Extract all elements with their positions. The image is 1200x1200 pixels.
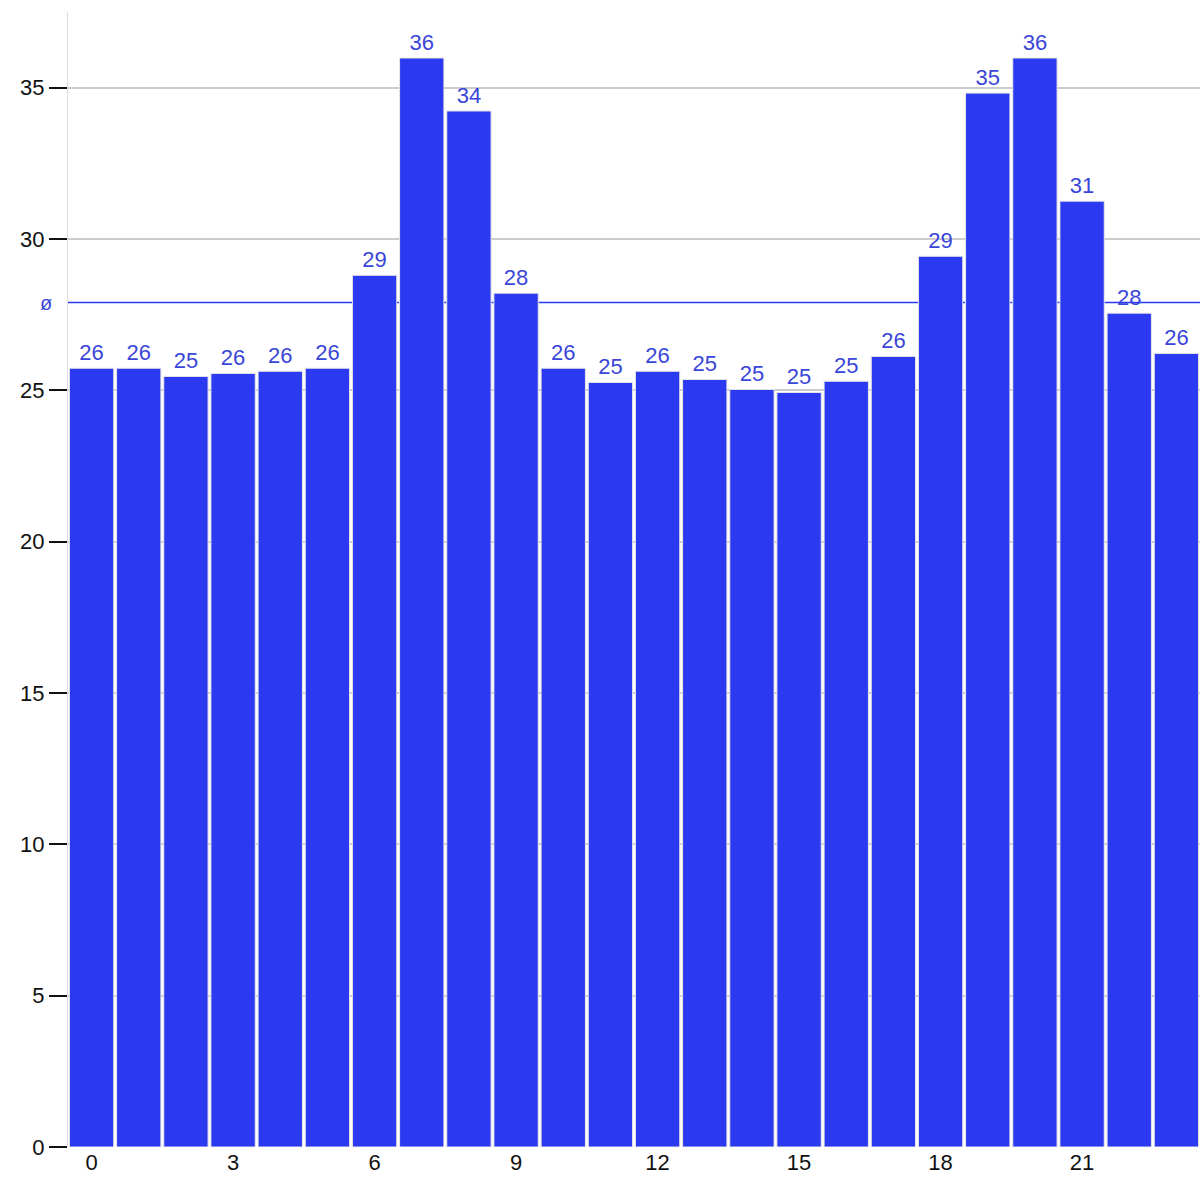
svg-text:35: 35 [976, 65, 1000, 90]
svg-text:26: 26 [79, 340, 103, 365]
svg-text:29: 29 [362, 247, 386, 272]
svg-text:15: 15 [20, 681, 44, 706]
svg-text:28: 28 [1117, 285, 1141, 310]
svg-text:15: 15 [787, 1150, 811, 1175]
svg-text:10: 10 [20, 832, 44, 857]
svg-text:25: 25 [740, 361, 764, 386]
svg-text:36: 36 [1023, 30, 1047, 55]
svg-text:26: 26 [127, 340, 151, 365]
svg-text:21: 21 [1070, 1150, 1094, 1175]
svg-text:25: 25 [693, 351, 717, 376]
svg-text:0: 0 [85, 1150, 97, 1175]
svg-text:25: 25 [20, 378, 44, 403]
svg-text:26: 26 [645, 343, 669, 368]
svg-text:26: 26 [1164, 325, 1188, 350]
svg-text:28: 28 [504, 265, 528, 290]
svg-text:26: 26 [221, 345, 245, 370]
svg-text:12: 12 [645, 1150, 669, 1175]
svg-text:26: 26 [881, 328, 905, 353]
svg-text:9: 9 [510, 1150, 522, 1175]
svg-text:3: 3 [227, 1150, 239, 1175]
svg-text:35: 35 [20, 75, 44, 100]
svg-text:25: 25 [787, 364, 811, 389]
svg-text:18: 18 [928, 1150, 952, 1175]
svg-text:20: 20 [20, 529, 44, 554]
svg-text:31: 31 [1070, 173, 1094, 198]
svg-text:26: 26 [268, 343, 292, 368]
svg-text:36: 36 [410, 30, 434, 55]
svg-text:0: 0 [32, 1135, 44, 1160]
svg-text:ø: ø [40, 292, 52, 314]
svg-text:5: 5 [32, 983, 44, 1008]
svg-text:34: 34 [457, 83, 481, 108]
svg-text:29: 29 [928, 228, 952, 253]
svg-text:25: 25 [174, 348, 198, 373]
svg-text:26: 26 [315, 340, 339, 365]
svg-text:6: 6 [368, 1150, 380, 1175]
svg-text:30: 30 [20, 227, 44, 252]
svg-text:25: 25 [598, 354, 622, 379]
svg-text:25: 25 [834, 353, 858, 378]
svg-text:26: 26 [551, 340, 575, 365]
